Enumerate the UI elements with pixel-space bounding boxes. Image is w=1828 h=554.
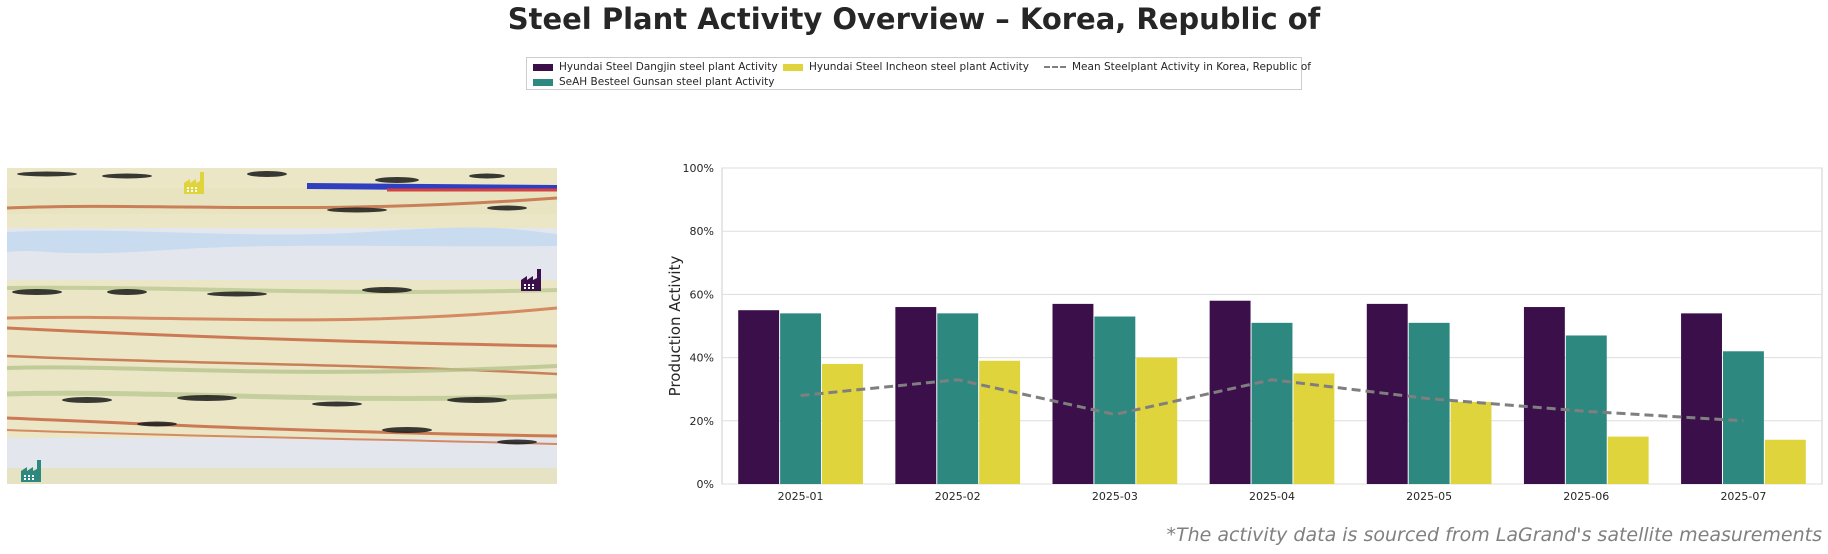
bar: [1094, 316, 1136, 484]
bar: [895, 307, 937, 484]
x-tick-label: 2025-01: [778, 490, 824, 503]
y-axis-label: Production Activity: [666, 256, 684, 397]
bar: [937, 313, 979, 484]
bar: [1523, 307, 1565, 484]
legend-label-gunsan: SeAH Besteel Gunsan steel plant Activity: [559, 76, 775, 88]
legend: Hyundai Steel Dangjin steel plant Activi…: [526, 57, 1311, 90]
legend-item-dangjin: Hyundai Steel Dangjin steel plant Activi…: [533, 61, 778, 73]
x-tick-label: 2025-04: [1249, 490, 1295, 503]
x-tick-label: 2025-07: [1720, 490, 1766, 503]
map-terrain: [7, 168, 557, 484]
bar: [1251, 322, 1293, 484]
bar: [1450, 401, 1492, 484]
bar: [1052, 303, 1094, 484]
bar: [1722, 351, 1764, 484]
plant-icon-dangjin: [519, 267, 545, 293]
bar: [822, 363, 863, 484]
bar: [1607, 436, 1649, 484]
bar: [1136, 357, 1178, 484]
bar: [1565, 335, 1607, 484]
x-tick-label: 2025-06: [1563, 490, 1609, 503]
legend-label-dangjin: Hyundai Steel Dangjin steel plant Activi…: [559, 61, 778, 73]
legend-line-mean: [1044, 66, 1066, 68]
legend-item-mean: Mean Steelplant Activity in Korea, Repub…: [1044, 61, 1311, 73]
chart-title: Steel Plant Activity Overview – Korea, R…: [507, 2, 1321, 36]
y-tick-label: 40%: [690, 352, 714, 365]
satellite-map: [7, 168, 557, 484]
legend-item-incheon: Hyundai Steel Incheon steel plant Activi…: [783, 61, 1029, 73]
legend-label-incheon: Hyundai Steel Incheon steel plant Activi…: [809, 61, 1029, 73]
x-tick-label: 2025-05: [1406, 490, 1452, 503]
y-tick-label: 100%: [683, 162, 714, 175]
y-tick-label: 60%: [690, 288, 714, 301]
x-tick-label: 2025-03: [1092, 490, 1138, 503]
y-tick-label: 80%: [690, 225, 714, 238]
bar: [979, 360, 1021, 484]
legend-swatch-gunsan: [533, 78, 553, 86]
plant-icon-incheon: [182, 170, 208, 196]
legend-swatch-dangjin: [533, 63, 553, 71]
bar: [1293, 373, 1335, 484]
x-tick-label: 2025-02: [935, 490, 981, 503]
bar: [780, 313, 822, 484]
legend-label-mean: Mean Steelplant Activity in Korea, Repub…: [1072, 61, 1311, 73]
legend-item-gunsan: SeAH Besteel Gunsan steel plant Activity: [533, 76, 774, 88]
bar: [738, 310, 780, 484]
plant-icon-gunsan: [19, 458, 45, 484]
y-tick-label: 0%: [697, 478, 714, 491]
footnote: *The activity data is sourced from LaGra…: [1166, 524, 1822, 546]
legend-swatch-incheon: [783, 63, 803, 71]
bar: [1408, 322, 1450, 484]
y-tick-label: 20%: [690, 415, 714, 428]
mean-line: [800, 378, 1744, 423]
bar: [1764, 439, 1806, 484]
bar: [1681, 313, 1722, 484]
